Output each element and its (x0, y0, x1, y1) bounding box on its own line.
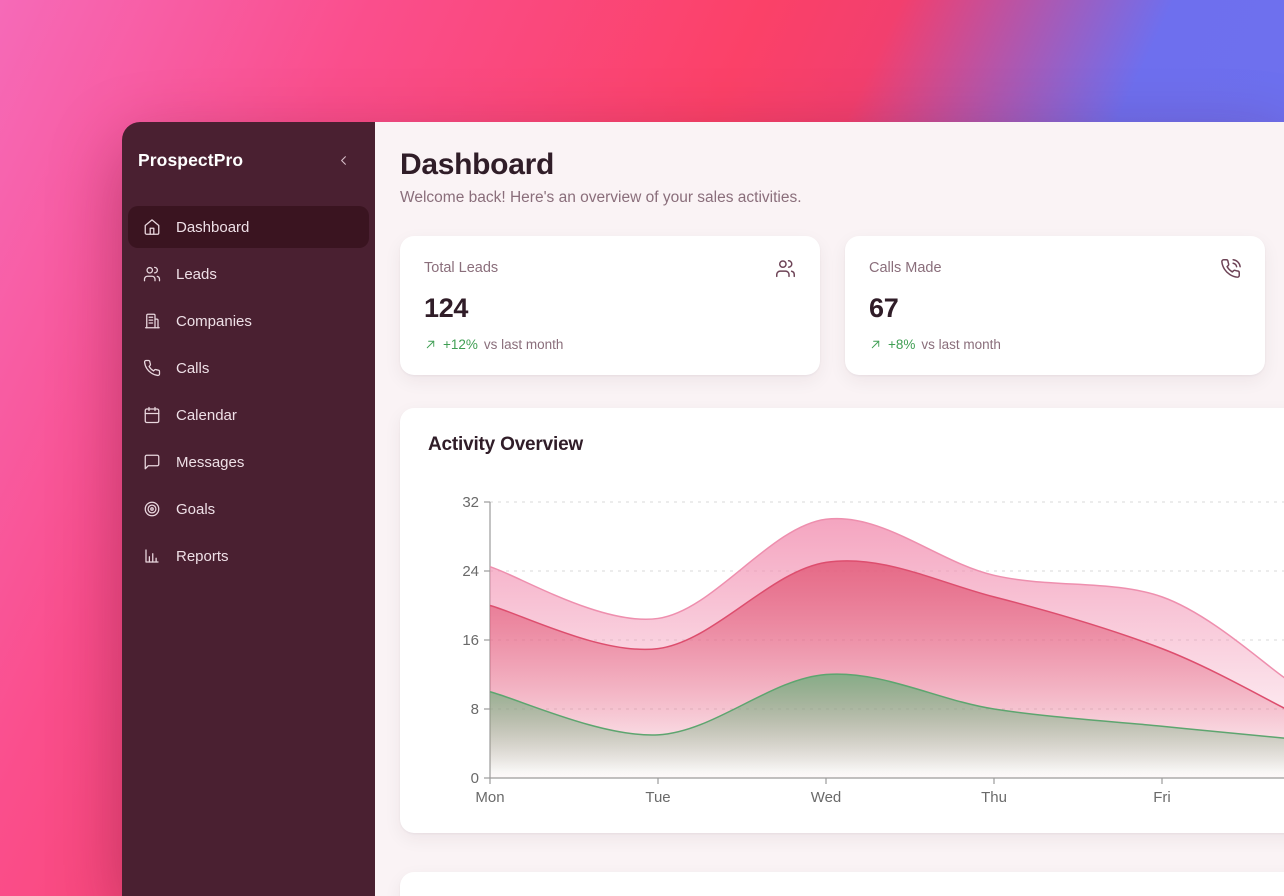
page-subtitle: Welcome back! Here's an overview of your… (400, 189, 802, 206)
svg-text:Fri: Fri (1153, 789, 1171, 806)
svg-text:Mon: Mon (475, 789, 504, 806)
sidebar-item-label: Calendar (176, 406, 237, 424)
svg-text:8: 8 (471, 701, 479, 718)
sidebar-item-label: Calls (176, 359, 210, 377)
sidebar: ProspectPro Dashboard Leads (122, 122, 375, 896)
stat-delta: +12% (443, 337, 478, 352)
sidebar-item-label: Goals (176, 500, 216, 518)
phone-icon (143, 359, 161, 377)
stat-value: 67 (869, 293, 899, 323)
stat-card-total-leads: Total Leads 124 +12% vs last month (400, 236, 820, 375)
phone-call-icon (1220, 258, 1241, 284)
users-icon (143, 265, 161, 283)
activity-area-chart: 0 8 16 24 32 Mon Tue Wed Thu Fri (462, 494, 1284, 806)
sidebar-item-companies[interactable]: Companies (128, 300, 369, 342)
sidebar-item-label: Reports (176, 547, 229, 565)
svg-text:0: 0 (471, 770, 479, 787)
sidebar-item-goals[interactable]: Goals (128, 488, 369, 530)
stat-label: Calls Made (869, 260, 942, 276)
sidebar-collapse-button[interactable] (334, 151, 353, 170)
sidebar-item-calendar[interactable]: Calendar (128, 394, 369, 436)
activity-overview-card: Activity Overview 0 8 16 24 32 Mon Tue Wed Thu Fr… (400, 408, 1284, 833)
stat-delta-suffix: vs last month (483, 337, 564, 352)
trend-up-icon (424, 338, 437, 351)
svg-text:Wed: Wed (811, 789, 842, 806)
users-icon (775, 258, 796, 284)
target-icon (143, 500, 161, 518)
sidebar-nav: Dashboard Leads Companies Calls (128, 206, 369, 582)
sidebar-item-dashboard[interactable]: Dashboard (128, 206, 369, 248)
secondary-card-partial (400, 872, 1284, 896)
brand-logo: ProspectPro (138, 149, 244, 170)
sidebar-header: ProspectPro (128, 142, 369, 178)
svg-text:Thu: Thu (981, 789, 1007, 806)
stat-delta: +8% (888, 337, 916, 352)
stat-label: Total Leads (424, 260, 499, 276)
sidebar-item-messages[interactable]: Messages (128, 441, 369, 483)
home-icon (143, 218, 161, 236)
chevron-left-icon (336, 153, 351, 168)
sidebar-item-label: Companies (176, 312, 252, 330)
stat-delta-suffix: vs last month (921, 337, 1001, 352)
stats-row: Total Leads 124 +12% vs last month Calls (400, 236, 1284, 375)
message-icon (143, 453, 161, 471)
trend-up-icon (869, 338, 882, 351)
chart-title: Activity Overview (428, 434, 584, 455)
sidebar-item-leads[interactable]: Leads (128, 253, 369, 295)
sidebar-item-reports[interactable]: Reports (128, 535, 369, 577)
building-icon (143, 312, 161, 330)
sidebar-item-label: Messages (176, 453, 245, 471)
calendar-icon (143, 406, 161, 424)
main-content: Dashboard Welcome back! Here's an overvi… (375, 122, 1284, 896)
sidebar-item-calls[interactable]: Calls (128, 347, 369, 389)
stat-card-calls-made: Calls Made 67 +8% vs last month (845, 236, 1265, 375)
svg-text:16: 16 (462, 632, 479, 649)
app-window: ProspectPro Dashboard Leads (122, 122, 1284, 896)
svg-text:32: 32 (462, 494, 479, 511)
bar-chart-icon (143, 547, 161, 565)
page-title: Dashboard (400, 148, 554, 181)
sidebar-item-label: Leads (176, 265, 217, 283)
svg-text:Tue: Tue (645, 789, 670, 806)
svg-text:24: 24 (462, 563, 479, 580)
sidebar-item-label: Dashboard (176, 218, 250, 236)
stat-value: 124 (424, 293, 469, 323)
